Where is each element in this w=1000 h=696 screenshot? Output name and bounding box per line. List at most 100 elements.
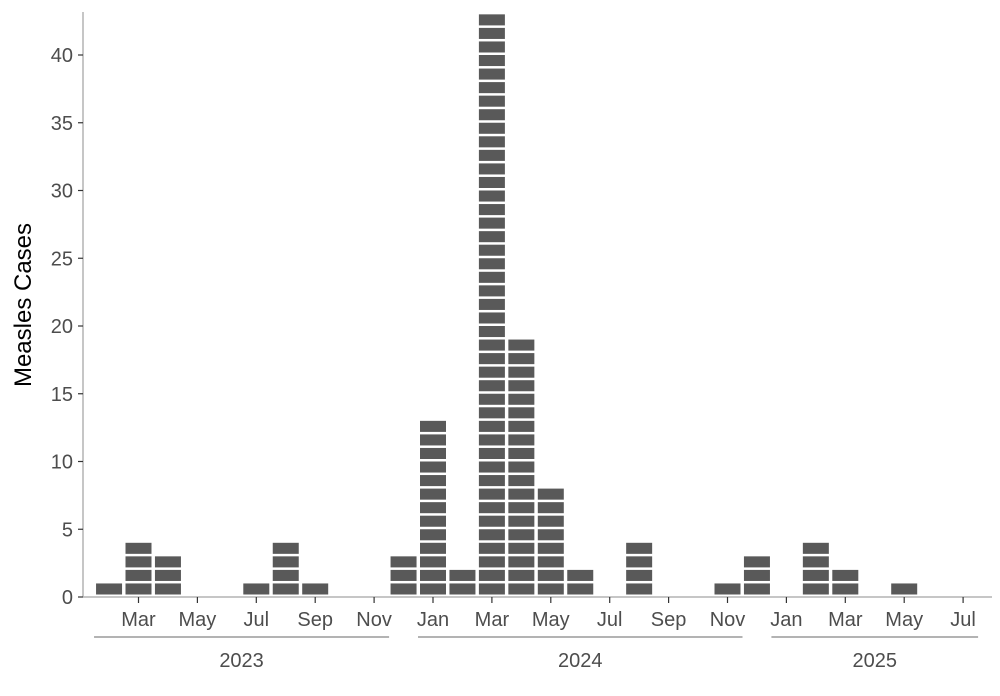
- case-block: [420, 583, 446, 595]
- x-tick-label: Mar: [121, 609, 156, 631]
- case-block: [537, 542, 564, 554]
- case-block: [125, 583, 152, 595]
- case-block: [891, 583, 918, 595]
- case-block: [743, 569, 770, 581]
- case-block: [478, 339, 505, 351]
- bar: [96, 583, 123, 595]
- case-block: [508, 556, 535, 568]
- bars: [96, 14, 918, 595]
- year-label: 2025: [853, 650, 898, 672]
- case-block: [449, 583, 476, 595]
- case-block: [390, 583, 417, 595]
- case-block: [420, 502, 446, 514]
- x-tick-label: Jul: [950, 609, 976, 631]
- case-block: [478, 27, 505, 39]
- case-block: [272, 583, 299, 595]
- case-block: [478, 583, 505, 595]
- case-block: [478, 366, 505, 378]
- case-block: [508, 583, 535, 595]
- case-block: [390, 556, 417, 568]
- case-block: [478, 353, 505, 365]
- case-block: [154, 556, 181, 568]
- bar: [626, 542, 653, 595]
- case-block: [478, 502, 505, 514]
- case-block: [508, 447, 535, 459]
- case-block: [478, 41, 505, 53]
- case-block: [154, 583, 181, 595]
- case-block: [626, 583, 653, 595]
- bar: [537, 488, 564, 595]
- case-block: [478, 95, 505, 107]
- case-block: [743, 556, 770, 568]
- year-label: 2023: [219, 650, 264, 672]
- case-block: [390, 569, 417, 581]
- bar: [567, 569, 594, 595]
- case-block: [508, 393, 535, 405]
- x-tick-label: Jan: [417, 609, 449, 631]
- case-block: [832, 583, 859, 595]
- case-block: [272, 556, 299, 568]
- case-block: [626, 556, 653, 568]
- y-tick-label: 20: [51, 316, 73, 338]
- case-block: [508, 461, 535, 473]
- case-block: [626, 569, 653, 581]
- case-block: [802, 556, 829, 568]
- y-tick-label: 10: [51, 452, 73, 474]
- case-block: [478, 136, 505, 148]
- x-tick-label: May: [885, 609, 923, 631]
- case-block: [272, 542, 299, 554]
- case-block: [420, 488, 446, 500]
- case-block: [832, 569, 859, 581]
- case-block: [478, 55, 505, 67]
- x-tick-label: Mar: [475, 609, 510, 631]
- case-block: [478, 556, 505, 568]
- bar: [302, 583, 329, 595]
- case-block: [478, 569, 505, 581]
- case-block: [508, 502, 535, 514]
- case-block: [125, 569, 152, 581]
- case-block: [420, 569, 446, 581]
- case-block: [508, 569, 535, 581]
- x-axis: Mar May Jul Sep Nov Jan Mar May Jul Sep Nov Jan Mar M…: [83, 596, 992, 631]
- bar: [420, 420, 446, 595]
- case-block: [537, 569, 564, 581]
- case-block: [626, 542, 653, 554]
- case-block: [478, 82, 505, 94]
- case-block: [420, 475, 446, 487]
- case-block: [478, 434, 505, 446]
- case-block: [567, 569, 594, 581]
- case-block: [125, 556, 152, 568]
- case-block: [154, 569, 181, 581]
- bar: [714, 583, 741, 595]
- case-block: [478, 475, 505, 487]
- case-block: [537, 502, 564, 514]
- case-block: [420, 542, 446, 554]
- x-tick-label: Jan: [770, 609, 802, 631]
- case-block: [420, 515, 446, 527]
- case-block: [449, 569, 476, 581]
- bar: [272, 542, 299, 595]
- case-block: [508, 380, 535, 392]
- case-block: [802, 569, 829, 581]
- x-tick-label: Nov: [356, 609, 392, 631]
- x-tick-label: Jul: [597, 609, 623, 631]
- x-tick-label: Mar: [828, 609, 863, 631]
- case-block: [478, 542, 505, 554]
- case-block: [478, 298, 505, 310]
- case-block: [478, 393, 505, 405]
- x-tick-label: Sep: [651, 609, 687, 631]
- case-block: [478, 312, 505, 324]
- bar: [478, 14, 505, 595]
- case-block: [478, 515, 505, 527]
- case-block: [537, 515, 564, 527]
- bar: [508, 339, 535, 595]
- case-block: [478, 488, 505, 500]
- case-block: [243, 583, 270, 595]
- case-block: [478, 258, 505, 270]
- case-block: [478, 420, 505, 432]
- case-block: [420, 556, 446, 568]
- y-tick-label: 5: [62, 519, 73, 541]
- case-block: [802, 542, 829, 554]
- case-block: [478, 407, 505, 419]
- case-block: [714, 583, 741, 595]
